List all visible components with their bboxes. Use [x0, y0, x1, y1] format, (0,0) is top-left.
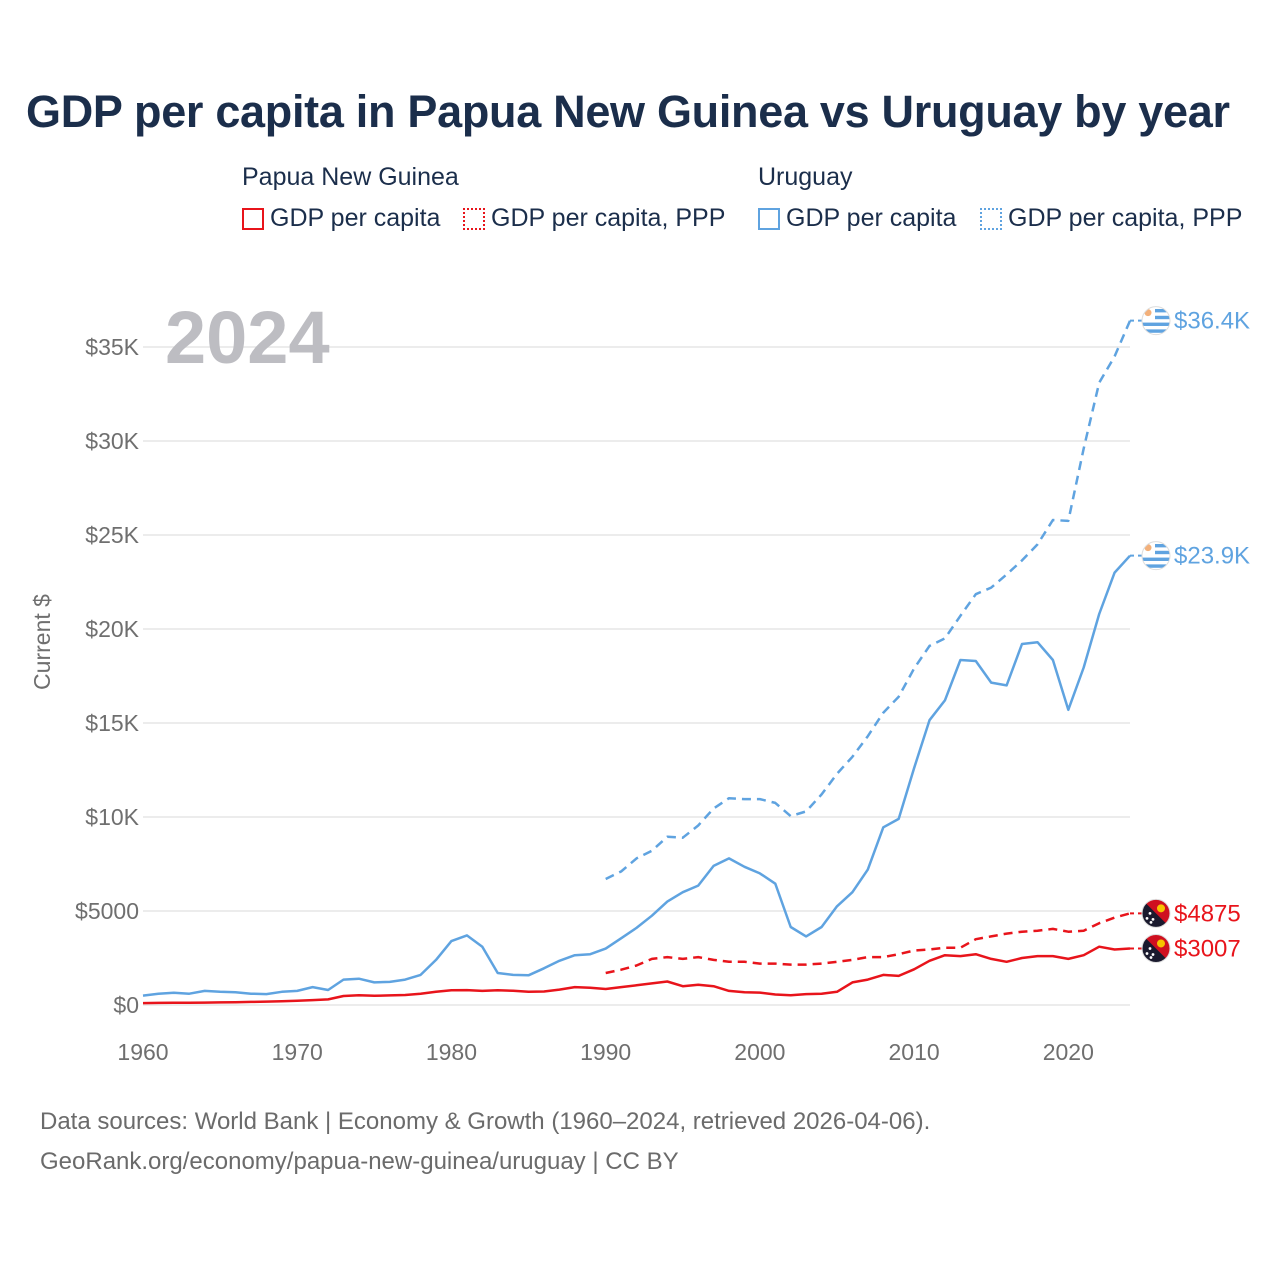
- papua-new-guinea-flag-icon: [1141, 898, 1171, 928]
- legend-swatch-solid-red: [242, 207, 264, 230]
- legend-swatch-solid-blue: [758, 207, 780, 230]
- x-tick-label: 1980: [426, 1039, 477, 1065]
- y-tick-label: $15K: [85, 710, 139, 736]
- x-tick-label: 1990: [580, 1039, 631, 1065]
- legend-label: GDP per capita, PPP: [491, 204, 726, 232]
- legend-swatch-dotted-blue: [980, 207, 1002, 230]
- series-line-png-ppp[interactable]: [605, 912, 1131, 975]
- legend-group-png: Papua New Guinea: [242, 163, 459, 191]
- y-tick-label: $30K: [85, 428, 139, 454]
- legend-uruguay-gdp[interactable]: GDP per capita: [758, 204, 956, 233]
- legend-uruguay-gdp-ppp[interactable]: GDP per capita, PPP: [980, 204, 1242, 233]
- x-tick-label: 2020: [1043, 1039, 1094, 1065]
- legend-label: GDP per capita, PPP: [1008, 204, 1243, 232]
- grid-lines: [143, 346, 1130, 1006]
- end-value-label: $4875: [1174, 900, 1241, 927]
- x-tick-label: 1960: [117, 1039, 168, 1065]
- y-tick-label: $5000: [75, 898, 139, 924]
- legend-label: GDP per capita: [270, 204, 441, 232]
- x-tick-label: 2010: [889, 1039, 940, 1065]
- legend-group-uruguay: Uruguay: [758, 163, 853, 191]
- y-axis-label: Current $: [29, 594, 55, 690]
- series-line-uruguay-gdp[interactable]: [142, 554, 1131, 997]
- end-value-label: $3007: [1174, 935, 1241, 962]
- series-lines: [142, 319, 1142, 1005]
- footer-link[interactable]: GeoRank.org/economy/papua-new-guinea/uru…: [40, 1148, 679, 1175]
- legend-label: GDP per capita: [786, 204, 957, 232]
- legend-png-gdp-ppp[interactable]: GDP per capita, PPP: [463, 204, 725, 233]
- papua-new-guinea-flag-icon: [1141, 933, 1171, 963]
- y-tick-label: $0: [113, 992, 139, 1018]
- x-tick-label: 2000: [734, 1039, 785, 1065]
- current-year-label: 2024: [165, 296, 330, 379]
- y-tick-label: $25K: [85, 522, 139, 548]
- legend-swatch-dotted-red: [463, 207, 485, 230]
- series-line-png-gdp[interactable]: [142, 945, 1131, 1005]
- end-markers: $23.9K $36.4K $3007 $4875: [1141, 306, 1250, 963]
- uruguay-flag-icon: [1141, 541, 1171, 571]
- y-tick-label: $10K: [85, 804, 139, 830]
- chart-title: GDP per capita in Papua New Guinea vs Ur…: [26, 86, 1230, 137]
- y-tick-label: $35K: [85, 334, 139, 360]
- end-value-label: $23.9K: [1174, 543, 1250, 570]
- end-value-label: $36.4K: [1174, 308, 1250, 335]
- x-tick-label: 1970: [272, 1039, 323, 1065]
- axis-ticks: $0 $5000 $10K $15K $20K $25K $30K $35K 1960 1970 1…: [75, 334, 1094, 1065]
- footer-sources: Data sources: World Bank | Economy & Gro…: [40, 1108, 931, 1135]
- legend-png-gdp[interactable]: GDP per capita: [242, 204, 440, 233]
- y-tick-label: $20K: [85, 616, 139, 642]
- series-line-uruguay-ppp[interactable]: [605, 320, 1132, 881]
- uruguay-flag-icon: [1141, 306, 1171, 336]
